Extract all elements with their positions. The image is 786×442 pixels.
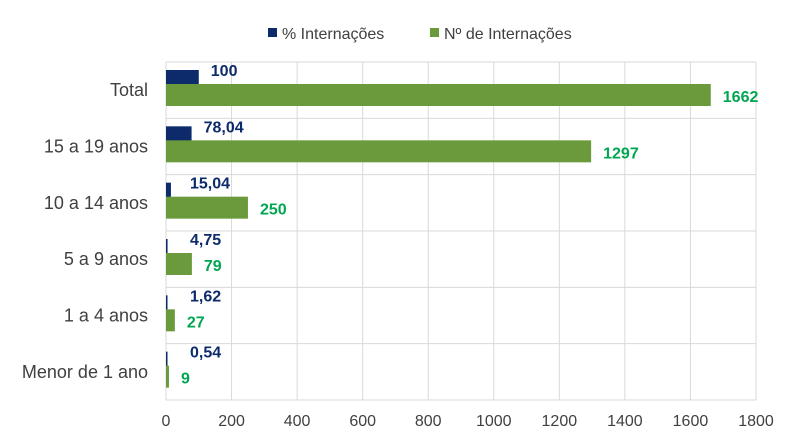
bar-count (166, 84, 711, 106)
bar-percent (166, 351, 168, 374)
data-labels: 100 1662 78,04 1297 15,04 250 4,75 79 1,62 27 0,54… (181, 63, 759, 388)
category-label: 15 a 19 anos (44, 137, 148, 157)
category-label: 10 a 14 anos (44, 193, 148, 213)
data-label-count: 79 (204, 258, 222, 275)
data-label-count: 27 (187, 314, 205, 331)
x-tick-label: 0 (162, 413, 171, 430)
bar-count (166, 253, 192, 275)
legend-swatch-count (430, 28, 439, 37)
bar-count (166, 140, 592, 163)
x-tick-label: 800 (415, 413, 442, 430)
bar-percent (166, 182, 171, 205)
data-label-count: 250 (260, 202, 287, 219)
x-tick-label: 1000 (476, 413, 512, 430)
x-tick-label: 1400 (607, 413, 643, 430)
bar-count (166, 309, 175, 332)
x-axis-tick-labels: 0 200 400 600 800 1000 1200 1400 1600 1800 (162, 413, 774, 430)
data-label-count: 9 (181, 371, 190, 388)
x-tick-label: 400 (284, 413, 311, 430)
category-label: Total (110, 80, 148, 100)
gridlines (165, 61, 757, 401)
data-label-percent: 0,54 (190, 345, 221, 362)
data-label-percent: 1,62 (190, 288, 221, 305)
legend: % Internações Nº de Internações (268, 26, 572, 43)
category-labels: Total 15 a 19 anos 10 a 14 anos 5 a 9 anos 1… (22, 80, 148, 382)
bar-percent (166, 295, 168, 318)
bar-count (166, 196, 248, 219)
bar-count (166, 365, 169, 388)
data-label-percent: 78,04 (204, 119, 244, 136)
data-label-percent: 4,75 (190, 232, 221, 249)
legend-label-percent: % Internações (282, 26, 384, 43)
data-label-count: 1662 (723, 89, 759, 106)
data-label-count: 1297 (603, 145, 639, 162)
x-tick-label: 1200 (542, 413, 578, 430)
x-tick-label: 200 (218, 413, 245, 430)
x-tick-label: 1600 (673, 413, 709, 430)
category-label: 1 a 4 anos (64, 306, 148, 326)
x-tick-label: 600 (349, 413, 376, 430)
category-label: 5 a 9 anos (64, 249, 148, 269)
data-label-percent: 15,04 (190, 176, 230, 193)
data-label-percent: 100 (211, 63, 238, 80)
category-label: Menor de 1 ano (22, 362, 148, 382)
x-tick-label: 1800 (738, 413, 774, 430)
legend-label-count: Nº de Internações (444, 26, 572, 43)
legend-swatch-percent (268, 28, 277, 37)
bars (166, 70, 711, 388)
bar-percent (166, 239, 168, 261)
